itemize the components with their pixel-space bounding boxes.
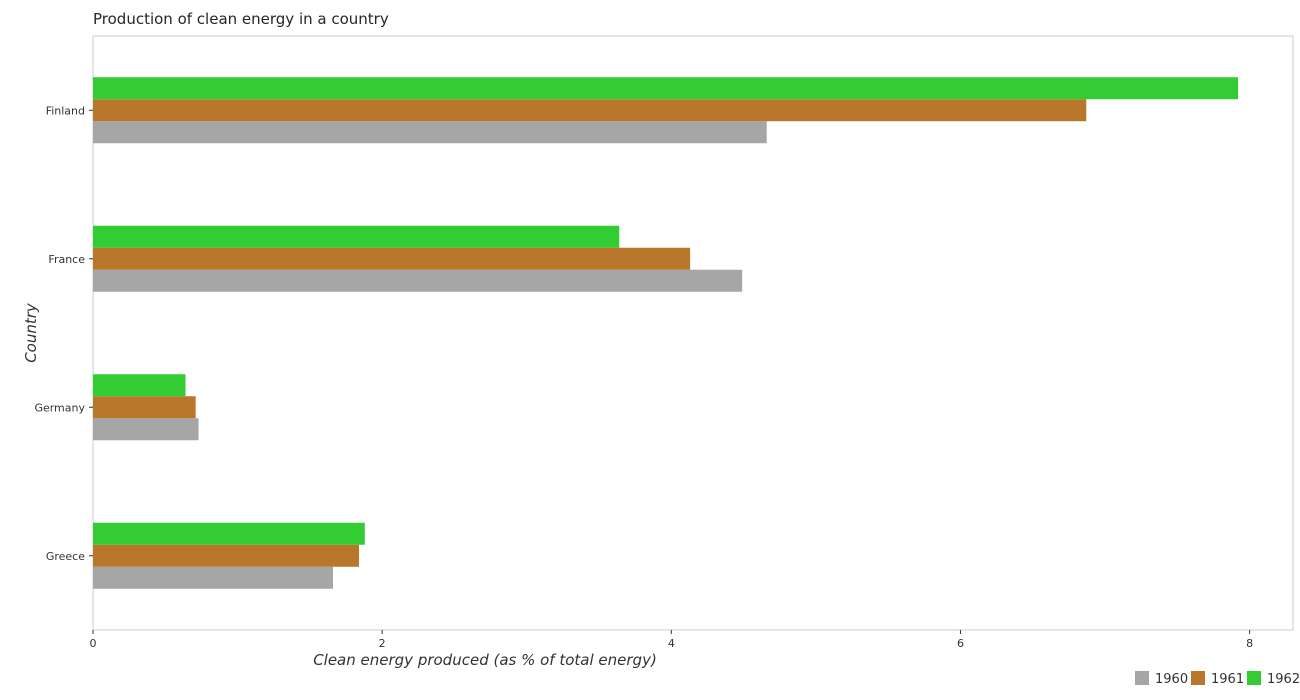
bar-greece-1962	[93, 522, 365, 545]
bars-layer	[93, 77, 1239, 589]
x-tick-label-0: 0	[90, 637, 97, 650]
plot-frame	[92, 35, 1294, 631]
bar-france-1961	[93, 247, 691, 270]
legend-swatch-1960	[1135, 671, 1149, 685]
legend-label-1962: 1962	[1267, 672, 1300, 687]
bar-finland-1962	[93, 77, 1239, 100]
y-tick-label-greece: Greece	[46, 550, 85, 563]
bar-finland-1960	[93, 121, 767, 144]
bar-finland-1961	[93, 99, 1087, 122]
y-tick-label-france: France	[48, 253, 85, 266]
legend-label-1961: 1961	[1211, 672, 1244, 687]
legend-swatch-1961	[1191, 671, 1205, 685]
y-tick-label-finland: Finland	[46, 104, 85, 117]
y-axis-label: Country	[22, 302, 40, 363]
legend-swatch-1962	[1247, 671, 1261, 685]
x-tick-label-2: 2	[379, 637, 386, 650]
bar-france-1960	[93, 269, 743, 292]
x-axis-label: Clean energy produced (as % of total ene…	[313, 651, 657, 669]
x-axis: 0 2 4 6 8	[90, 630, 1253, 650]
bar-germany-1960	[93, 418, 199, 441]
bar-greece-1960	[93, 566, 333, 589]
bar-greece-1961	[93, 544, 360, 567]
legend-label-1960: 1960	[1155, 672, 1188, 687]
y-tick-label-germany: Germany	[34, 401, 85, 414]
x-tick-label-6: 6	[957, 637, 964, 650]
y-axis: Finland France Germany Greece	[34, 104, 93, 563]
bar-germany-1962	[93, 374, 186, 397]
bar-france-1962	[93, 225, 620, 248]
bar-germany-1961	[93, 396, 196, 419]
legend: 1960 1961 1962	[1135, 671, 1300, 687]
x-tick-label-8: 8	[1246, 637, 1253, 650]
x-tick-label-4: 4	[668, 637, 675, 650]
chart-title: Production of clean energy in a country	[93, 10, 389, 28]
